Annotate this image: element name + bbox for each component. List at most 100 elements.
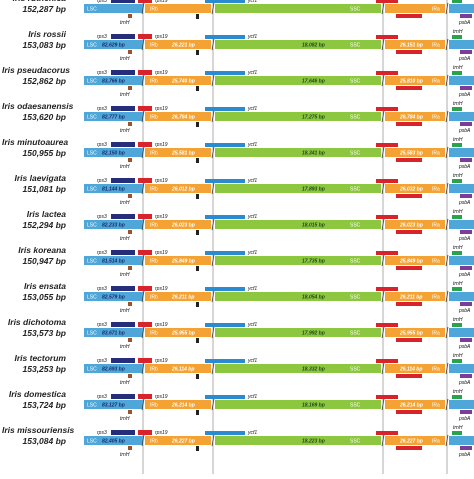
ssc-length-label: 17,992 bp bbox=[302, 331, 325, 337]
irb-region-label: IRb bbox=[150, 439, 158, 445]
ssc-region-label: SSC bbox=[350, 7, 361, 13]
species-name: Iris ruthenica bbox=[2, 0, 66, 3]
region-lsc-end bbox=[449, 436, 474, 445]
gene-ndhf bbox=[376, 431, 398, 435]
gene-rps19 bbox=[138, 70, 152, 75]
gene-ycf1 bbox=[205, 143, 245, 147]
region-irb bbox=[145, 112, 211, 121]
gene-trnh-right bbox=[452, 323, 462, 327]
genome-size: 151,081 bp bbox=[22, 184, 66, 194]
gene-label-ycf1: ycf1 bbox=[247, 214, 257, 220]
gene-rps19 bbox=[138, 430, 152, 435]
region-ssc bbox=[215, 400, 381, 409]
gene-rps19 bbox=[138, 250, 152, 255]
region-ssc bbox=[215, 436, 381, 445]
gene-trnh-marker bbox=[128, 338, 132, 342]
gene-label-trnh-right: trnH bbox=[453, 29, 463, 35]
gene-trnh-right bbox=[452, 215, 462, 219]
region-ssc bbox=[215, 148, 381, 157]
gene-label-trnh: trnH bbox=[120, 308, 130, 314]
irb-region-label: IRb bbox=[150, 151, 158, 157]
region-ira bbox=[385, 112, 445, 121]
gene-rps19 bbox=[138, 214, 152, 219]
irb-region-label: IRb bbox=[150, 7, 158, 13]
gene-ndhf-ira bbox=[396, 122, 422, 126]
break-mark bbox=[211, 362, 215, 375]
ssc-region-label: SSC bbox=[350, 187, 361, 193]
region-irb bbox=[145, 148, 211, 157]
region-ira bbox=[385, 184, 445, 193]
gene-ndhf bbox=[376, 0, 398, 3]
gene-rps19 bbox=[138, 358, 152, 363]
gene-trnn-marker bbox=[196, 302, 199, 307]
gene-rpl22 bbox=[111, 394, 135, 399]
region-ssc bbox=[215, 364, 381, 373]
region-ira bbox=[385, 436, 445, 445]
species-name: Iris koreana bbox=[18, 245, 66, 255]
gene-rps19 bbox=[138, 178, 152, 183]
gene-label-psba: psbA bbox=[458, 452, 471, 458]
gene-psba bbox=[460, 194, 472, 198]
region-lsc-end bbox=[449, 4, 474, 13]
gene-label-psba: psbA bbox=[458, 128, 471, 134]
gene-ycf1 bbox=[205, 287, 245, 291]
species-row: 82,405 bp 26,227 bp 18,223 bp 26,227 bp LSC I… bbox=[84, 425, 474, 458]
region-irb bbox=[145, 256, 211, 265]
break-mark bbox=[211, 398, 215, 411]
gene-psba bbox=[460, 410, 472, 414]
irb-length-label: 25,955 bp bbox=[171, 331, 195, 337]
break-mark bbox=[445, 218, 449, 231]
gene-label-psba: psbA bbox=[458, 92, 471, 98]
gene-label-psba: psbA bbox=[458, 236, 471, 242]
region-irb bbox=[145, 184, 211, 193]
gene-ndhf bbox=[376, 395, 398, 399]
lsc-region-label: LSC bbox=[87, 439, 97, 445]
irb-region-label: IRb bbox=[150, 295, 158, 301]
break-mark bbox=[381, 218, 385, 231]
region-lsc bbox=[84, 4, 143, 13]
lsc-length-label: 83,127 bp bbox=[102, 403, 125, 409]
ssc-length-label: 18,223 bp bbox=[302, 439, 325, 445]
break-mark bbox=[141, 326, 145, 339]
region-ssc bbox=[215, 256, 381, 265]
gene-label-ycf1: ycf1 bbox=[247, 106, 257, 112]
gene-label-trnh: trnH bbox=[120, 200, 130, 206]
genome-size: 150,955 bp bbox=[22, 148, 66, 158]
species-name: Iris odaesanensis bbox=[2, 101, 74, 111]
gene-label-rps19: rps19 bbox=[155, 70, 168, 76]
gene-trnn-marker bbox=[196, 50, 199, 55]
species-row: 83,671 bp 25,955 bp 17,992 bp 25,955 bp LSC I… bbox=[84, 317, 474, 350]
break-mark bbox=[381, 434, 385, 447]
species-name: Iris tectorum bbox=[14, 353, 67, 363]
region-lsc-end bbox=[449, 328, 474, 337]
gene-trnh-marker bbox=[128, 194, 132, 198]
gene-trnh-marker bbox=[128, 14, 132, 18]
gene-ycf1 bbox=[205, 107, 245, 111]
region-ira bbox=[385, 4, 445, 13]
lsc-length-label: 82,579 bp bbox=[102, 295, 125, 301]
gene-label-trnh-right: trnH bbox=[453, 389, 463, 395]
region-irb bbox=[145, 292, 211, 301]
region-ira bbox=[385, 292, 445, 301]
gene-label-psba: psbA bbox=[458, 272, 471, 278]
gene-rps19 bbox=[138, 322, 152, 327]
region-ira bbox=[385, 220, 445, 229]
break-mark bbox=[381, 74, 385, 87]
gene-ycf1 bbox=[205, 395, 245, 399]
gene-label-psba: psbA bbox=[458, 200, 471, 206]
gene-ndhf bbox=[376, 143, 398, 147]
gene-psba bbox=[460, 266, 472, 270]
gene-rpl22 bbox=[111, 142, 135, 147]
gene-ndhf bbox=[376, 71, 398, 75]
break-mark bbox=[445, 2, 449, 15]
ira-region-label: IRa bbox=[432, 79, 440, 85]
gene-label-trnh: trnH bbox=[120, 164, 130, 170]
gene-label-trnh: trnH bbox=[120, 236, 130, 242]
gene-rpl22 bbox=[111, 358, 135, 363]
region-lsc bbox=[84, 76, 143, 85]
gene-trnn-marker bbox=[196, 410, 199, 415]
lsc-length-label: 82,405 bp bbox=[102, 439, 125, 445]
irb-region-label: IRb bbox=[150, 259, 158, 265]
gene-label-psba: psbA bbox=[458, 416, 471, 422]
